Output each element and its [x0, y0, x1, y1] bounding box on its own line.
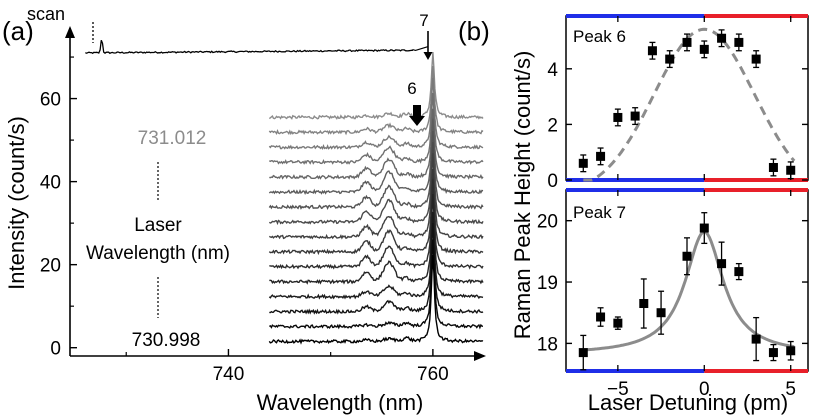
panel-b-ytick-label: 20 — [537, 212, 558, 233]
spectrum-trace — [269, 193, 484, 285]
panel-b-peak6: 0 2 4 — [547, 14, 809, 192]
panel-a-ytick-label: 60 — [40, 90, 61, 111]
wavelength-bottom-label: 730.998 — [132, 330, 201, 351]
panel-a-y-arrowhead — [65, 26, 75, 38]
peak7-arrow-head — [423, 52, 433, 60]
panel-a-spectra — [85, 39, 484, 345]
panel-a-ytick-label: 20 — [40, 256, 61, 277]
data-point — [786, 165, 796, 175]
panel-b-xtick-label: 5 — [785, 379, 796, 400]
spectrum-trace — [268, 118, 484, 195]
panel-a-xtick-label: 760 — [417, 364, 449, 385]
spectrum-trace — [269, 239, 483, 330]
panel-b: (b) 0 2 4 18 19 20 −5 0 5 Peak 6 Peak 7 Laser D… — [458, 14, 809, 415]
panel-a: (a) 0 20 40 60 740 760 scan 7 6 731.012 Laser… — [2, 4, 486, 415]
data-point — [656, 308, 666, 318]
scan-annotation: scan — [27, 4, 65, 24]
data-point — [613, 318, 623, 328]
panel-a-xtick-label: 740 — [213, 364, 245, 385]
data-point — [734, 267, 744, 277]
data-point — [768, 162, 778, 172]
data-point — [647, 46, 657, 56]
spectrum-trace — [269, 108, 484, 180]
peak6-panel-title: Peak 6 — [573, 27, 626, 46]
data-point — [768, 348, 778, 358]
panel-b-xlabel: Laser Detuning (pm) — [588, 390, 789, 415]
laser-label-line2: Wavelength (nm) — [86, 243, 230, 264]
panel-a-label: (a) — [2, 16, 34, 46]
panel-a-axes: 0 20 40 60 740 760 — [40, 26, 486, 385]
data-point — [596, 151, 606, 161]
peak7-annotation: 7 — [419, 11, 428, 30]
panel-b-ytick-label: 2 — [547, 115, 558, 136]
peak6-arrow — [409, 105, 425, 126]
fit-curve — [583, 27, 796, 182]
wavelength-top-label: 731.012 — [138, 128, 207, 149]
data-point — [734, 37, 744, 47]
spectrum-trace — [268, 51, 484, 120]
spectrum-trace — [268, 153, 484, 240]
panel-b-xtick-label: −5 — [607, 379, 629, 400]
data-point — [751, 54, 761, 64]
data-point — [699, 44, 709, 54]
spectrum-trace — [269, 222, 484, 315]
peak6-annotation: 6 — [407, 79, 416, 98]
panel-b-ytick-label: 4 — [547, 60, 558, 81]
data-point — [751, 334, 761, 344]
data-point — [699, 223, 709, 233]
data-point — [596, 312, 606, 322]
data-point — [613, 112, 623, 122]
data-point — [639, 299, 649, 309]
panel-a-ylabel: Intensity (count/s) — [4, 116, 29, 290]
spectrum-trace — [268, 92, 484, 165]
data-point — [682, 251, 692, 261]
data-point — [665, 54, 675, 64]
panel-b-xtick-label: 0 — [699, 379, 710, 400]
panel-a-x-arrowhead — [474, 351, 486, 361]
panel-b-ytick-label: 0 — [547, 171, 558, 192]
spectrum-trace — [268, 254, 484, 345]
scan-trace-tail — [412, 46, 428, 52]
spectrum-trace — [268, 77, 484, 150]
fit-curve — [583, 230, 795, 352]
panel-b-label: (b) — [458, 16, 490, 46]
peak7-panel-title: Peak 7 — [573, 203, 626, 222]
spectrum-trace — [268, 168, 484, 256]
spectrum-trace — [268, 65, 484, 136]
spectrum-trace — [268, 211, 484, 300]
spectrum-trace — [268, 130, 484, 211]
panel-b-peak7: 18 19 20 −5 0 5 — [537, 188, 809, 400]
panel-a-xlabel: Wavelength (nm) — [257, 390, 424, 415]
panel-b-ylabel: Raman Peak Height (count/s) — [510, 51, 535, 340]
panel-a-ytick-label: 40 — [40, 173, 61, 194]
panel-b-ytick-label: 18 — [537, 334, 558, 355]
data-point — [717, 259, 727, 269]
spectrum-trace — [269, 178, 484, 270]
panel-b-ytick-label: 19 — [537, 273, 558, 294]
data-point — [630, 111, 640, 121]
data-point — [717, 33, 727, 43]
spectrum-trace — [268, 142, 484, 226]
laser-label-line1: Laser — [134, 215, 182, 236]
data-point — [786, 346, 796, 356]
data-point — [682, 37, 692, 47]
data-point — [578, 158, 588, 168]
scan-trace — [85, 39, 413, 55]
panel-a-ytick-label: 0 — [50, 339, 61, 360]
data-point — [578, 348, 588, 358]
